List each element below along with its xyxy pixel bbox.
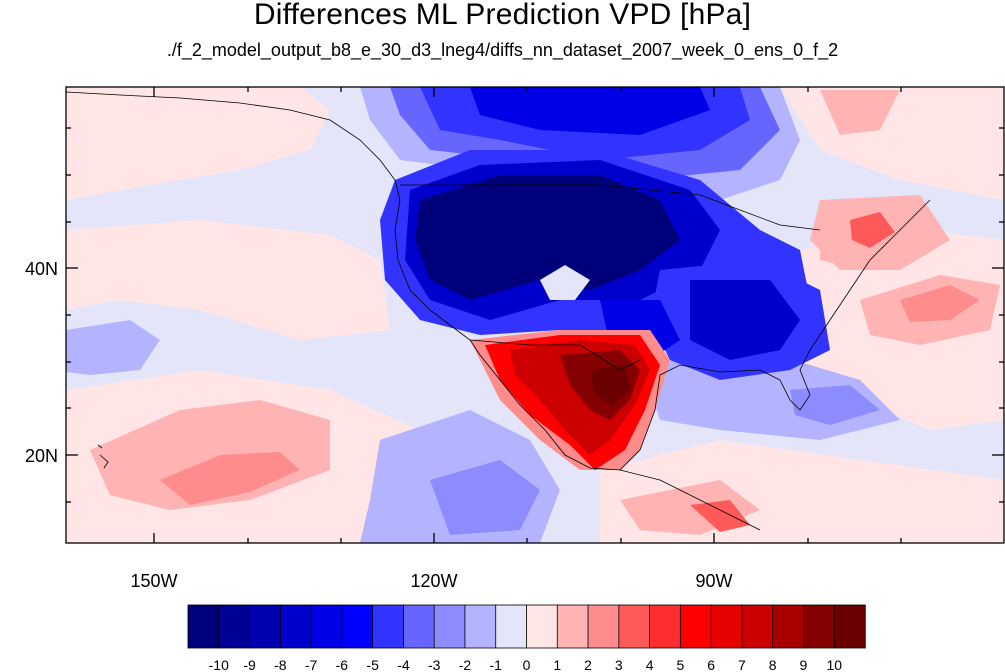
colorbar: -10 -9 -8 -7 -6 -5 -4 -3 -2 -1 0 1 2 3 4 5 6 7 8 9 10 — [187, 604, 866, 672]
coastline-us-west — [394, 199, 621, 471]
colorbar-swatch — [833, 604, 866, 649]
field-nw-pacific-positive — [66, 87, 330, 200]
colorbar-label: 1 — [553, 657, 561, 672]
colorbar-label: -6 — [336, 657, 349, 672]
colorbar-label: 9 — [800, 657, 808, 672]
colorbar-label: 0 — [523, 657, 531, 672]
colorbar-swatch — [249, 604, 282, 649]
lon-label-120w: 120W — [410, 571, 457, 591]
colorbar-swatch — [218, 604, 251, 649]
field-atlantic-peak — [900, 285, 980, 322]
coastline-central-america — [619, 469, 761, 531]
field-west-us-hole — [540, 265, 590, 300]
field-pacific-negative — [66, 320, 160, 375]
colorbar-label: -7 — [305, 657, 318, 672]
colorbar-swatch — [403, 604, 435, 649]
field-se-us-core — [690, 280, 800, 360]
lon-label-150w: 150W — [130, 571, 177, 591]
colorbar-swatch — [372, 604, 405, 649]
colorbar-label: -5 — [366, 657, 379, 672]
coastlines — [66, 91, 931, 531]
coastline-us-east — [809, 199, 931, 351]
colorbar-swatch — [341, 604, 374, 649]
colorbar-label: 4 — [646, 657, 654, 672]
colorbar-label: -2 — [459, 657, 472, 672]
field-gulf-core — [790, 385, 880, 425]
colorbar-label: 2 — [584, 657, 592, 672]
axis-ticks — [66, 87, 1004, 543]
field-west-us-core — [415, 175, 680, 300]
colorbar-swatch — [310, 604, 343, 649]
lat-label-40n: 40N — [25, 259, 58, 279]
colorbar-swatch — [495, 604, 528, 649]
coastline-hawaii — [97, 444, 109, 469]
colorbar-swatch — [187, 604, 220, 649]
field-north-east-core — [820, 90, 900, 135]
colorbar-label: -10 — [209, 657, 229, 672]
field-hawaii-core — [160, 452, 300, 505]
colorbar-label: 6 — [707, 657, 715, 672]
colorbar-swatch — [649, 604, 682, 649]
boundary-us-canada — [400, 184, 821, 231]
vpd-field — [66, 87, 1004, 543]
colorbar-swatch — [741, 604, 774, 649]
colorbar-swatch — [556, 604, 589, 649]
field-mexico-peak — [590, 365, 630, 405]
colorbar-swatch — [710, 604, 743, 649]
coastline-alaska — [66, 91, 401, 201]
colorbar-label: 3 — [615, 657, 623, 672]
map-title: Differences ML Prediction VPD [hPa] — [253, 0, 752, 31]
colorbar-label: -3 — [428, 657, 441, 672]
colorbar-label: -1 — [490, 657, 503, 672]
field-north-deep — [470, 87, 710, 135]
colorbar-swatch — [279, 604, 312, 649]
boundary-us-mexico — [469, 339, 641, 371]
colorbar-label: 8 — [769, 657, 777, 672]
colorbar-swatch — [464, 604, 497, 649]
lon-label-90w: 90W — [695, 571, 732, 591]
colorbar-label: -8 — [274, 657, 287, 672]
colorbar-label: 5 — [676, 657, 684, 672]
colorbar-swatch — [433, 604, 466, 649]
map-subtitle: ./f_2_model_output_b8_e_30_d3_lneg4/diff… — [166, 40, 839, 60]
field-n-pacific-positive — [66, 220, 390, 340]
colorbar-label: 10 — [826, 657, 842, 672]
colorbar-label: -9 — [243, 657, 256, 672]
colorbar-label: 7 — [738, 657, 746, 672]
colorbar-swatch — [526, 604, 558, 649]
colorbar-swatch — [587, 604, 620, 649]
lat-label-20n: 20N — [25, 446, 58, 466]
field-e-pacific-core — [430, 460, 540, 535]
colorbar-label: -4 — [397, 657, 410, 672]
field-ne-us-core — [850, 212, 895, 248]
coastline-gulf — [619, 349, 811, 471]
colorbar-swatch — [803, 604, 835, 649]
colorbar-swatch — [679, 604, 712, 649]
colorbar-swatch — [772, 604, 805, 649]
colorbar-swatch — [618, 604, 651, 649]
field-caribbean-peak — [690, 500, 750, 532]
